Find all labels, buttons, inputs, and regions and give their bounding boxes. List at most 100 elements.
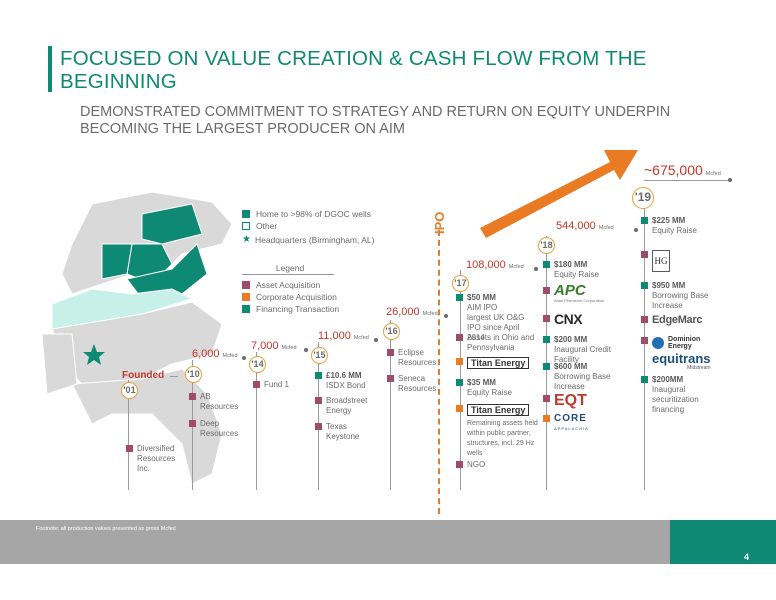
page-number: 4	[744, 552, 750, 562]
event-18-6: EQT	[543, 393, 587, 409]
volume-19: ~675,000 Mcfed	[644, 162, 721, 178]
teal-square-icon	[242, 305, 250, 313]
legend-home: Home to >98% of DGOC wells	[242, 209, 371, 219]
volume-19-line	[644, 180, 730, 181]
event-18-4: $200 MM Inaugural Credit Facility	[543, 335, 633, 365]
cagr-arrow	[480, 150, 638, 238]
volume-dot	[304, 348, 308, 352]
star-icon: ★	[242, 234, 251, 245]
volume-dot	[728, 178, 732, 182]
core-logo-subtitle: APPALACHIA	[554, 426, 589, 431]
legend-corporate: Corporate Acquisition	[242, 292, 337, 302]
event-label: Fund 1	[264, 380, 289, 389]
legend-other: Other	[242, 221, 277, 231]
volume-unit: Mcfed	[222, 353, 238, 359]
year-badge-10: '10	[185, 366, 202, 383]
legend-corporate-label: Corporate Acquisition	[256, 292, 337, 302]
event-label: Equity Raise	[554, 270, 599, 279]
legend-asset: Asset Acquisition	[242, 280, 320, 290]
event-label: AB Resources	[200, 392, 239, 411]
apc-logo-subtitle: Atlas Petroleum Corporation	[554, 298, 605, 303]
year-badge-14: '14	[249, 356, 266, 373]
event-label: Diversified Resources Inc.	[137, 444, 176, 473]
event-18-3: CNX	[543, 311, 583, 327]
us-east-map	[41, 191, 233, 485]
event-label: Seneca Resources	[398, 374, 437, 393]
volume-dot	[534, 267, 538, 271]
cnx-logo: CNX	[554, 311, 583, 327]
event-18-7: CORE APPALACHIA	[543, 414, 589, 434]
event-label: Equity Raise	[652, 226, 697, 235]
event-19-5: Dominion Energy	[641, 336, 712, 350]
orange-square-icon	[242, 293, 250, 301]
volume-dot	[242, 356, 246, 360]
legend-financing-label: Financing Transaction	[256, 304, 340, 314]
volume-16: 26,000 Mcfed	[386, 306, 438, 318]
event-label: Deep Resources	[200, 419, 239, 438]
volume-value: 6,000	[192, 348, 220, 360]
event-amount: $225 MM	[652, 216, 686, 225]
event-label: Assets in Ohio and Pennsylvania	[467, 333, 535, 352]
year-badge-19: '19	[632, 187, 654, 209]
page-title: FOCUSED ON VALUE CREATION & CASH FLOW FR…	[60, 47, 647, 93]
footer-bar	[0, 520, 670, 564]
titan-energy-logo: Titan Energy	[467, 357, 530, 369]
event-19-2: HG	[641, 250, 670, 272]
volume-unit: Mcfed	[422, 311, 438, 317]
event-amount: $600 MM	[554, 362, 588, 371]
equitrans-name: equitrans	[652, 351, 711, 366]
event-amount: $35 MM	[467, 378, 496, 387]
year-badge-16: '16	[383, 323, 400, 340]
volume-unit: Mcfed	[508, 264, 524, 270]
event-label: AIM IPO	[467, 303, 498, 312]
legend-title: Legend	[275, 263, 305, 273]
volume-15: 11,000 Mcfed	[318, 330, 369, 342]
event-14-1: Fund 1	[253, 380, 303, 390]
event-15-3: Texas Keystone	[315, 422, 379, 442]
volume-unit: Mcfed	[598, 225, 614, 231]
year-badge-15: '15	[311, 347, 328, 364]
edgemarc-logo: EdgeMarc	[652, 314, 703, 326]
year-badge-01: '01	[121, 382, 138, 399]
event-label: Borrowing Base Increase	[554, 372, 611, 391]
event-17-4: $35 MM Equity Raise	[456, 378, 536, 398]
event-label: Remaining assets held within public part…	[467, 420, 538, 457]
event-19-6: $200MM Inaugural securitization financing	[641, 375, 731, 415]
event-16-2: Seneca Resources	[387, 374, 437, 394]
volume-value: 108,000	[466, 259, 506, 271]
legend-financing: Financing Transaction	[242, 304, 339, 314]
event-label: Broadstreet Energy	[326, 396, 368, 415]
volume-14: 7,000 Mcfed	[251, 340, 297, 352]
event-label: ISDX Bond	[326, 381, 366, 390]
event-15-1: £10.6 MM ISDX Bond	[315, 371, 379, 391]
volume-17: 108,000 Mcfed	[466, 259, 524, 271]
event-19-1: $225 MM Equity Raise	[641, 216, 721, 236]
timeline-01	[128, 380, 129, 490]
legend-home-label: Home to >98% of DGOC wells	[256, 209, 372, 219]
event-amount: £10.6 MM	[326, 371, 362, 380]
footnote: Footnote: all production values presente…	[36, 526, 176, 532]
volume-unit: Mcfed	[281, 345, 297, 351]
event-17-1: $50 MM AIM IPO largest UK O&G IPO since Ap…	[456, 293, 536, 343]
volume-18: 544,000 Mcfed	[556, 220, 614, 232]
legend-other-label: Other	[256, 221, 278, 231]
ipo-label: IPO	[432, 211, 447, 234]
event-amount: $180 MM	[554, 260, 588, 269]
legend-asset-label: Asset Acquisition	[256, 280, 321, 290]
equitrans-logo: equitrans Midstream	[652, 352, 711, 371]
legend-hq: ★ Headquarters (Birmingham, AL)	[242, 234, 375, 245]
volume-value: 11,000	[318, 330, 351, 342]
equitrans-subtitle: Midstream	[687, 365, 711, 371]
event-amount: $50 MM	[467, 293, 496, 302]
event-amount: $200 MM	[554, 335, 588, 344]
ipo-dashed-line	[438, 230, 440, 514]
event-18-2: APC Atlas Petroleum Corporation	[543, 283, 605, 306]
page-subtitle: DEMONSTRATED COMMITMENT TO STRATEGY AND …	[80, 104, 671, 137]
event-amount: $950 MM	[652, 281, 686, 290]
event-label: Equity Raise	[467, 388, 512, 397]
event-label: Inaugural Credit Facility	[554, 345, 611, 364]
event-10-2: Deep Resources	[189, 419, 244, 439]
event-17-2: Assets in Ohio and Pennsylvania	[456, 333, 536, 353]
event-16-1: Eclipse Resources	[387, 348, 437, 368]
event-17-3: Titan Energy	[456, 357, 530, 369]
